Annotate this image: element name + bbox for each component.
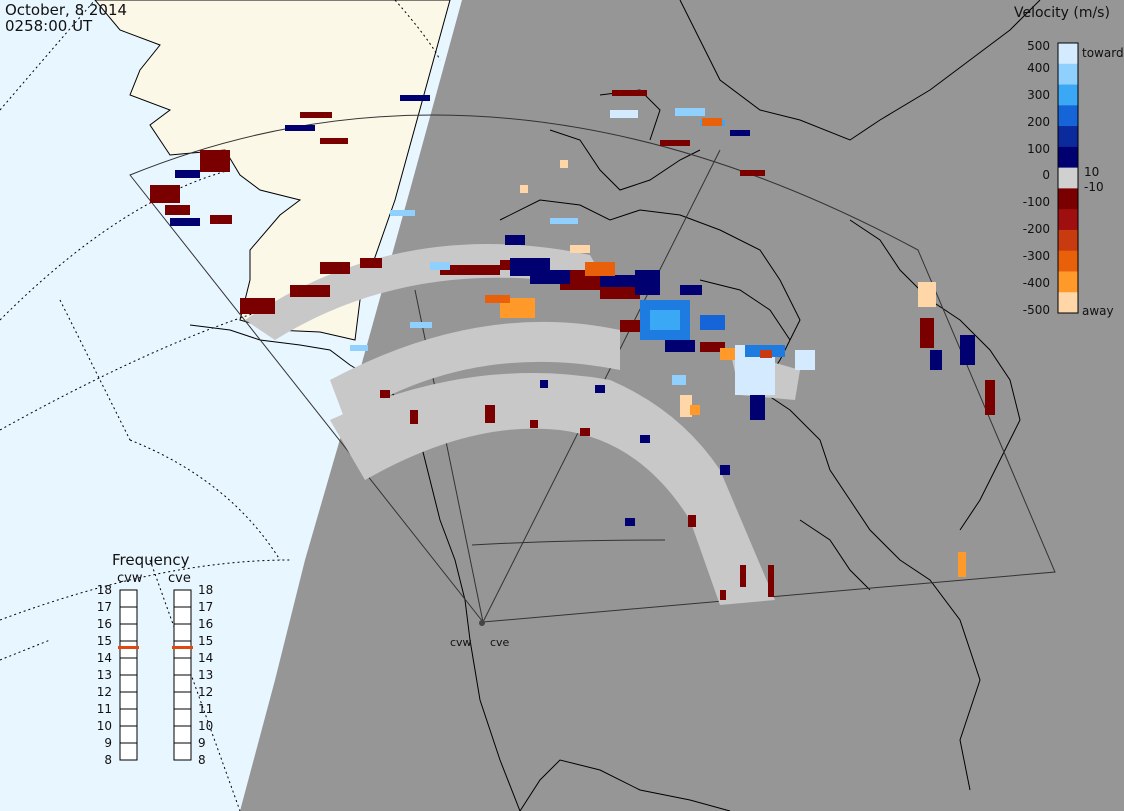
velocity-colorbar — [1057, 42, 1079, 314]
velocity-tick-label: -300 — [1023, 249, 1050, 263]
site-marker-cvw — [479, 620, 485, 626]
velocity-ticks: 500400300200100100-10-100-200-300-400-50… — [1023, 39, 1104, 317]
frequency-tick-label: 9 — [198, 736, 206, 750]
frequency-tick-label: 14 — [198, 651, 213, 665]
frequency-tick-label: 12 — [198, 685, 213, 699]
frequency-tick-label: 18 — [97, 583, 112, 597]
frequency-marker — [172, 646, 193, 649]
frequency-tick-label: 15 — [198, 634, 213, 648]
velocity-legend: 500400300200100100-10-100-200-300-400-50… — [1023, 39, 1124, 318]
velocity-tick-label: -200 — [1023, 222, 1050, 236]
scatter-away — [485, 118, 966, 577]
scatter-positive-strong — [350, 108, 815, 395]
frequency-tick-label: 13 — [97, 668, 112, 682]
frequency-tick-label: 17 — [97, 600, 112, 614]
colorbar-segment — [1058, 63, 1078, 86]
colorbar-segment — [1058, 209, 1078, 231]
velocity-tick-label: -400 — [1023, 276, 1050, 290]
colorbar-segment — [1058, 167, 1078, 189]
time-label: 0258:00 UT — [5, 17, 93, 35]
frequency-tick-label: 15 — [97, 634, 112, 648]
velocity-tick-label: -100 — [1023, 195, 1050, 209]
scatter-positive — [170, 95, 975, 526]
frequency-tick-label: 16 — [97, 617, 112, 631]
frequency-tick-label: 9 — [104, 736, 112, 750]
colorbar-segment — [1058, 188, 1078, 210]
velocity-tick-label: 400 — [1027, 61, 1050, 75]
velocity-tick-label: 10 — [1084, 165, 1099, 179]
frequency-tick-label: 13 — [198, 668, 213, 682]
velocity-tick-label: -10 — [1084, 180, 1104, 194]
date-label: October, 8 2014 — [5, 1, 128, 19]
site-label-cve: cve — [490, 636, 510, 649]
frequency-tick-label: 12 — [97, 685, 112, 699]
colorbar-segment — [1058, 146, 1078, 169]
frequency-tick-label: 14 — [97, 651, 112, 665]
freq-label-cvw: cvw — [117, 571, 143, 586]
frequency-tick-label: 8 — [104, 753, 112, 767]
velocity-tick-label: 0 — [1042, 168, 1050, 182]
frequency-title: Frequency — [112, 551, 190, 569]
colorbar-segment — [1058, 229, 1078, 252]
frequency-tick-label: 16 — [198, 617, 213, 631]
velocity-tick-label: 200 — [1027, 115, 1050, 129]
frequency-marker — [118, 646, 139, 649]
freq-label-cve: cve — [168, 571, 191, 586]
day-land — [94, 0, 451, 341]
colorbar-border — [1057, 42, 1079, 314]
frequency-panel: Frequency cvw cve 18 17 16 15 14 13 12 11 10 9 8 18… — [97, 551, 214, 767]
frequency-tick-label: 10 — [198, 719, 213, 733]
site-label-cvw: cvw — [450, 636, 472, 649]
velocity-legend-title: Velocity (m/s) — [1014, 5, 1110, 21]
colorbar-segment — [1058, 250, 1078, 272]
colorbar-segment — [1058, 292, 1078, 314]
legend-toward-label: toward — [1082, 46, 1124, 60]
colorbar-segment — [1058, 126, 1078, 148]
velocity-tick-label: 300 — [1027, 88, 1050, 102]
colorbar-segment — [1058, 105, 1078, 127]
scatter-negative — [150, 90, 995, 600]
legend-away-label: away — [1082, 304, 1114, 318]
radar-sites: cvw cve — [450, 620, 510, 649]
velocity-tick-label: 100 — [1027, 142, 1050, 156]
velocity-tick-label: -500 — [1023, 303, 1050, 317]
colorbar-segment — [1058, 43, 1078, 65]
frequency-tick-label: 10 — [97, 719, 112, 733]
frequency-tick-label: 17 — [198, 600, 213, 614]
frequency-tick-label: 8 — [198, 753, 206, 767]
frequency-tick-label: 11 — [198, 702, 213, 716]
colorbar-segment — [1058, 271, 1078, 293]
lat-lon-grid — [0, 0, 441, 811]
colorbar-segment — [1058, 84, 1078, 106]
frequency-tick-label: 11 — [97, 702, 112, 716]
velocity-tick-label: 500 — [1027, 39, 1050, 53]
frequency-tick-label: 18 — [198, 583, 213, 597]
